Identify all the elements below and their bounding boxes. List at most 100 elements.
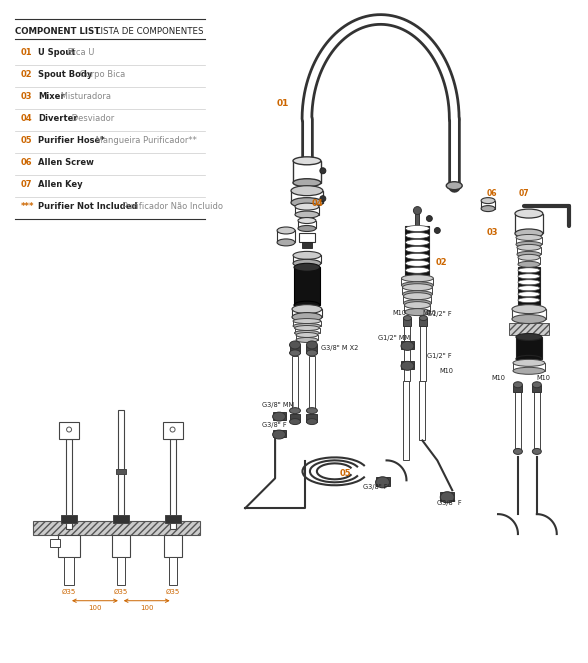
Bar [165,515,181,523]
Ellipse shape [516,355,542,363]
Bar [419,381,425,440]
Ellipse shape [419,316,427,320]
Ellipse shape [402,284,432,290]
Bar [292,309,322,317]
Ellipse shape [273,430,286,439]
Text: G3/8" M X2: G3/8" M X2 [321,345,358,351]
Text: 05: 05 [21,136,32,145]
Ellipse shape [481,198,495,204]
Bar [406,225,429,275]
Ellipse shape [512,314,546,324]
Text: 02: 02 [435,259,447,267]
Ellipse shape [403,316,412,320]
Bar [58,535,80,557]
Ellipse shape [518,292,540,296]
Bar [405,305,430,312]
Circle shape [426,215,432,221]
Bar [169,440,176,529]
Ellipse shape [289,350,300,356]
Bar [512,309,546,319]
Text: 04: 04 [21,114,32,123]
Text: 03: 03 [21,92,32,101]
Bar [289,414,300,422]
Ellipse shape [446,182,462,190]
Text: Allen Key: Allen Key [38,180,83,189]
Ellipse shape [296,337,318,343]
Ellipse shape [518,274,540,278]
Bar [516,337,542,359]
Bar [112,535,130,557]
Ellipse shape [405,308,430,316]
Text: M10: M10 [439,368,453,374]
Ellipse shape [293,251,321,259]
Text: U Spout: U Spout [38,48,76,57]
Ellipse shape [406,261,429,267]
Bar [299,233,315,243]
Ellipse shape [516,333,542,341]
Ellipse shape [295,326,319,330]
Circle shape [170,427,175,432]
Text: G3/8" F: G3/8" F [363,484,387,490]
Bar [292,356,298,410]
Bar [309,356,315,410]
Ellipse shape [293,318,321,324]
Bar [517,247,541,255]
Text: 100: 100 [140,605,153,611]
Ellipse shape [277,239,295,246]
Ellipse shape [515,209,543,218]
Ellipse shape [516,235,542,241]
Ellipse shape [298,217,316,223]
Bar [116,469,126,474]
Bar [294,267,320,305]
Text: Bica U: Bica U [65,48,95,57]
Ellipse shape [403,292,432,300]
Text: Corpo Bica: Corpo Bica [77,70,125,80]
Text: G1/2" F: G1/2" F [427,311,452,317]
Ellipse shape [402,282,433,288]
Ellipse shape [517,251,541,257]
Ellipse shape [518,268,540,272]
Ellipse shape [291,198,323,208]
Bar [66,440,72,529]
Ellipse shape [294,301,320,309]
Circle shape [413,207,422,215]
Text: 07: 07 [21,180,32,189]
Ellipse shape [515,229,543,238]
Text: G1/2" MM: G1/2" MM [377,335,410,341]
Text: 06: 06 [21,158,32,167]
Bar [113,515,129,523]
Text: Purifier Hose*: Purifier Hose* [38,136,105,145]
Bar [59,422,79,440]
Bar [402,287,432,294]
Ellipse shape [306,341,318,349]
Ellipse shape [401,361,414,371]
Text: G3/8" F: G3/8" F [262,422,287,428]
Bar [64,557,74,585]
Text: Purifier Not Included: Purifier Not Included [38,202,138,211]
Text: 01: 01 [277,99,289,108]
Ellipse shape [403,300,432,306]
Bar [518,257,540,265]
Text: Mangueira Purificador**: Mangueira Purificador** [92,136,196,145]
Circle shape [320,168,326,174]
Bar [273,430,286,438]
Ellipse shape [401,341,414,351]
Ellipse shape [513,448,522,454]
Ellipse shape [295,203,319,210]
Text: G3/8" MM: G3/8" MM [262,402,294,408]
Text: M10: M10 [491,375,505,381]
Ellipse shape [294,263,320,271]
Text: Diverter: Diverter [38,114,78,123]
Bar [291,191,323,203]
Bar [273,412,286,420]
Ellipse shape [292,312,322,322]
Bar [117,557,125,585]
Ellipse shape [295,211,319,218]
Bar [277,231,295,243]
Text: Desviador: Desviador [69,114,115,123]
Ellipse shape [406,233,429,239]
Text: 06: 06 [487,189,497,198]
Bar [416,211,419,225]
Ellipse shape [513,367,545,375]
Ellipse shape [518,261,540,267]
